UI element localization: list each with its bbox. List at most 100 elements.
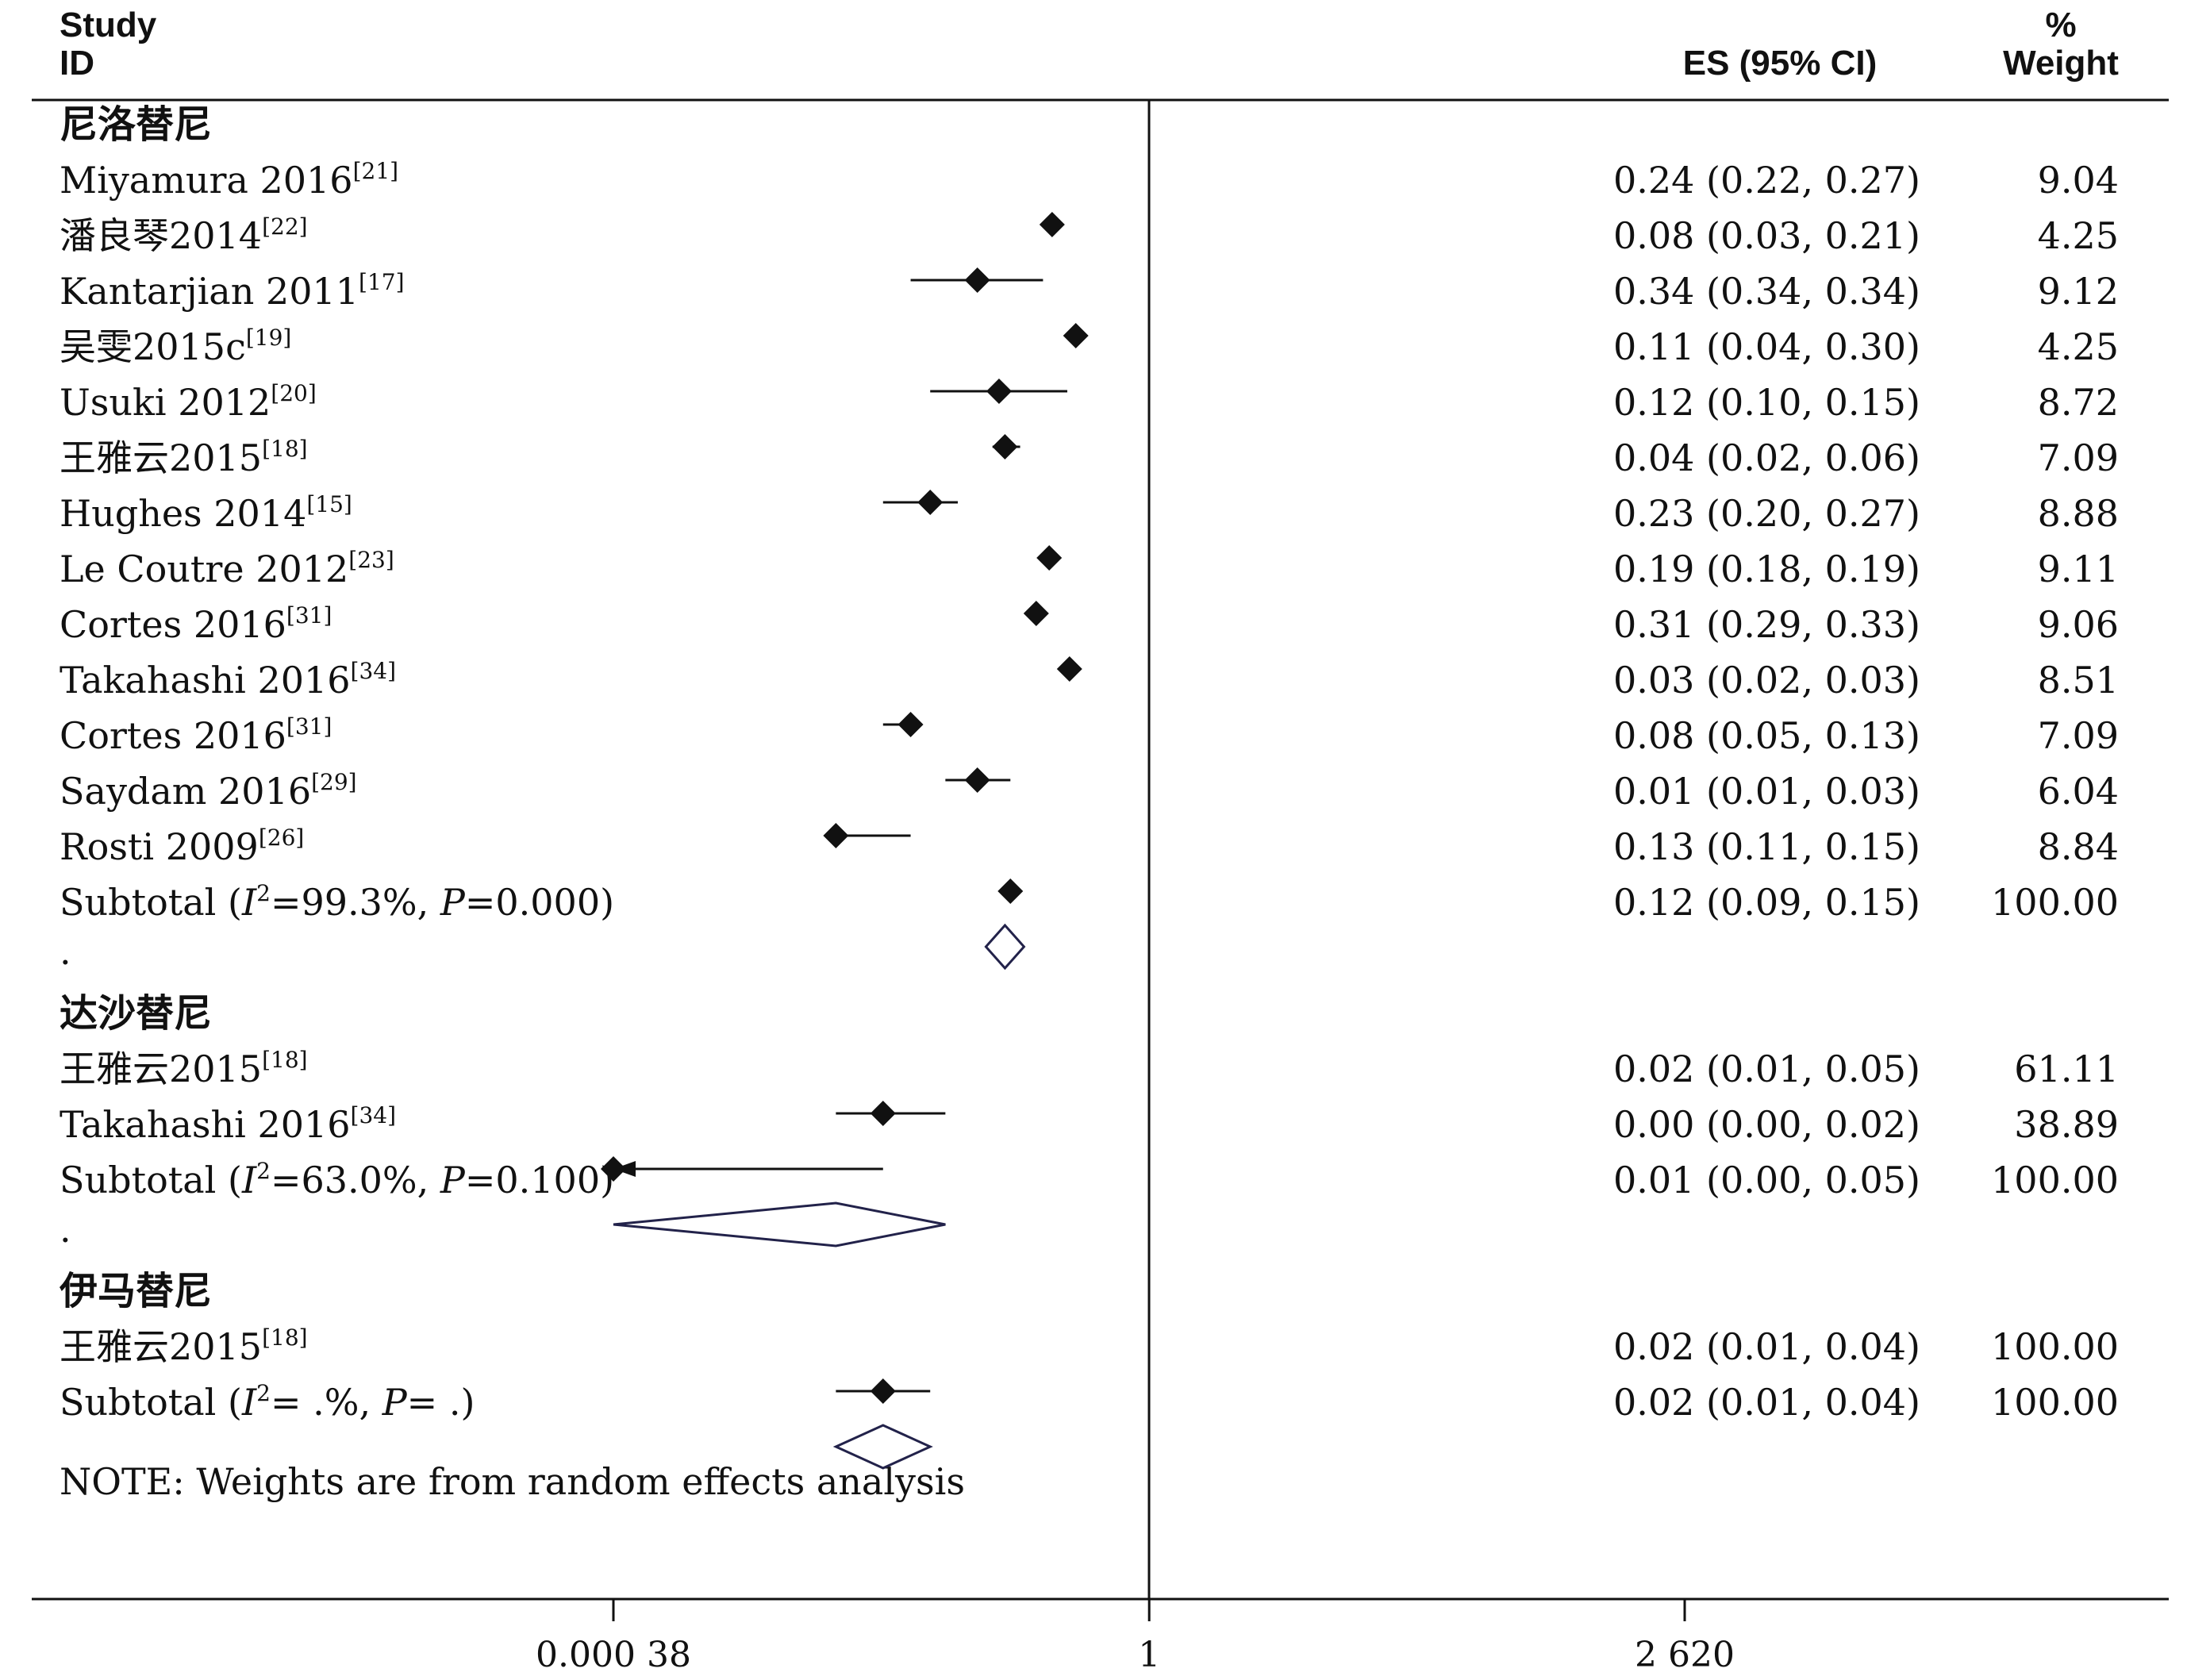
effect-size-ci: 0.13 (0.11, 0.15) [1613, 825, 1920, 868]
study-name: Usuki 2012 [60, 381, 271, 424]
effect-size-ci: 0.03 (0.02, 0.03) [1613, 659, 1920, 702]
point-estimate [997, 878, 1024, 904]
study-ref: [23] [348, 547, 394, 573]
study-name: Takahashi 2016 [60, 659, 351, 702]
x-axis: 0.000 38 1 2 620 [536, 1599, 1735, 1675]
study-ref: [22] [262, 213, 307, 240]
x-tick-label: 0.000 38 [536, 1635, 691, 1675]
study-weight: 38.89 [2014, 1103, 2119, 1146]
study-ref: [31] [286, 713, 332, 740]
study-label: Rosti 2009[26] [60, 825, 304, 868]
subtotal-prefix: Subtotal ( [60, 1381, 242, 1424]
study-ref: [21] [353, 158, 398, 184]
study-name: Hughes 2014 [60, 492, 306, 535]
p-value: =0.100 [465, 1159, 600, 1201]
weight-header: Weight [2003, 44, 2119, 83]
study-ref: [15] [306, 491, 352, 517]
study-weight: 100.00 [1991, 1325, 2119, 1368]
study-name: Takahashi 2016 [60, 1103, 351, 1146]
p-symbol: P [440, 881, 466, 924]
i-squared-symbol: I [241, 1381, 257, 1424]
study-weight: 9.12 [2038, 270, 2119, 313]
study-label: Le Coutre 2012[23] [60, 547, 394, 590]
study-weight: 61.11 [2014, 1048, 2119, 1090]
subtotal-weight: 100.00 [1991, 1159, 2119, 1201]
study-weight: 8.72 [2038, 381, 2119, 424]
point-estimate [1036, 545, 1063, 571]
study-name: Saydam 2016 [60, 770, 311, 813]
subtotal-close: ) [460, 1381, 475, 1424]
subtotal-close: ) [600, 881, 614, 924]
study-weight: 8.51 [2038, 659, 2119, 702]
subtotal-label: Subtotal (I2=99.3%, P=0.000) [60, 880, 614, 924]
study-ref: [34] [351, 658, 396, 684]
i-squared-value: =99.3% [271, 881, 417, 924]
effect-size-ci: 0.11 (0.04, 0.30) [1613, 325, 1920, 368]
subtotal-prefix: Subtotal ( [60, 1159, 242, 1201]
subtotal-diamond [613, 1201, 946, 1248]
point-estimate [1039, 212, 1065, 237]
i-squared-value: =63.0% [271, 1159, 417, 1201]
subtotal-effect-size-ci: 0.02 (0.01, 0.04) [1613, 1381, 1920, 1424]
study-label: 王雅云2015[18] [60, 1324, 308, 1368]
point-estimate [870, 1378, 896, 1404]
study-label: Takahashi 2016[34] [60, 1102, 396, 1146]
point-estimate [1056, 656, 1082, 682]
study-name: Rosti 2009 [60, 825, 259, 868]
point-estimate [917, 490, 944, 515]
study-name: Le Coutre 2012 [60, 548, 348, 590]
study-name: Kantarjian 2011 [60, 270, 359, 313]
study-label: Takahashi 2016[34] [60, 658, 396, 702]
group-title: 达沙替尼 [60, 991, 212, 1036]
study-label: 吴雯2015c[19] [60, 325, 291, 368]
subtotal-diamond [984, 923, 1026, 971]
i-squared-symbol: I [241, 881, 257, 924]
effect-size-ci: 0.04 (0.02, 0.06) [1613, 436, 1920, 479]
effect-size-ci: 0.08 (0.03, 0.21) [1613, 214, 1920, 257]
study-weight: 7.09 [2038, 714, 2119, 757]
study-name: 王雅云2015 [60, 1325, 262, 1368]
point-estimate [964, 267, 990, 293]
i-squared-exponent: 2 [256, 1158, 271, 1184]
study-weight: 9.11 [2038, 548, 2119, 590]
forest-rows: 尼洛替尼 Miyamura 2016[21] 0.24 (0.22, 0.27) 9.… [59, 102, 2119, 1503]
i-squared-symbol: I [241, 1159, 257, 1201]
study-weight: 8.84 [2038, 825, 2119, 868]
study-label: Kantarjian 2011[17] [60, 269, 405, 313]
i-squared-exponent: 2 [256, 1380, 271, 1406]
group-separator-dot: . [60, 1208, 71, 1251]
i-squared-exponent: 2 [256, 880, 271, 906]
study-name: 王雅云2015 [60, 436, 262, 479]
effect-size-ci: 0.31 (0.29, 0.33) [1613, 603, 1920, 646]
point-estimate [823, 823, 849, 848]
effect-size-ci: 0.08 (0.05, 0.13) [1613, 714, 1920, 757]
id-header: ID [60, 44, 94, 83]
x-tick-label: 1 [1138, 1635, 1160, 1675]
study-weight: 4.25 [2038, 214, 2119, 257]
effect-size-ci: 0.02 (0.01, 0.05) [1613, 1048, 1920, 1090]
point-estimate [964, 767, 990, 793]
effect-size-ci: 0.01 (0.01, 0.03) [1613, 770, 1920, 813]
study-label: 潘良琴2014[22] [60, 213, 308, 257]
study-label: 王雅云2015[18] [60, 1047, 308, 1090]
effect-size-ci: 0.34 (0.34, 0.34) [1613, 270, 1920, 313]
study-weight: 7.09 [2038, 436, 2119, 479]
p-value: =0.000 [465, 881, 600, 924]
study-name: Cortes 2016 [60, 714, 286, 757]
study-label: Cortes 2016[31] [60, 713, 332, 757]
point-estimate [870, 1101, 896, 1126]
study-label: Usuki 2012[20] [60, 380, 317, 424]
footnote: NOTE: Weights are from random effects an… [60, 1460, 965, 1503]
point-estimate [601, 1156, 627, 1182]
effect-size-ci: 0.23 (0.20, 0.27) [1613, 492, 1920, 535]
subtotal-weight: 100.00 [1991, 1381, 2119, 1424]
forest-marks [601, 212, 1089, 1470]
effect-size-ci: 0.00 (0.00, 0.02) [1613, 1103, 1920, 1146]
study-ref: [19] [246, 325, 291, 351]
study-ref: [20] [271, 380, 316, 406]
percent-header: % [2045, 6, 2076, 44]
point-estimate [992, 434, 1018, 459]
study-weight: 9.06 [2038, 603, 2119, 646]
study-label: Miyamura 2016[21] [60, 158, 398, 202]
